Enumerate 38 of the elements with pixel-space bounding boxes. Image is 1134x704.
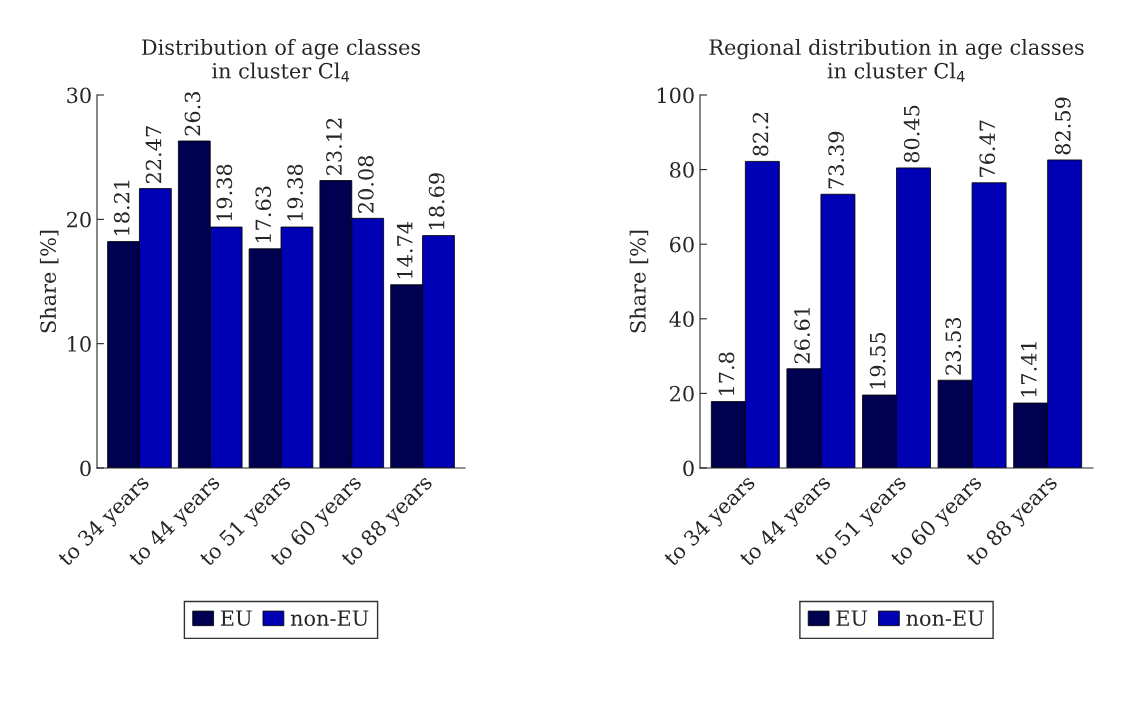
data-label: 80.45 — [903, 105, 920, 163]
data-label: 18.69 — [428, 173, 445, 229]
data-label: 14.74 — [396, 221, 413, 279]
legend-label: non-EU — [906, 610, 984, 626]
legend-label: EU — [836, 610, 868, 626]
data-label: 17.41 — [1020, 342, 1037, 397]
data-label: 17.63 — [255, 186, 272, 243]
y-tick-label: 80 — [670, 162, 694, 178]
chart-title: Distribution of age classes in cluster Cl$_{4}$ — [142, 38, 421, 82]
data-label: 23.53 — [945, 317, 962, 375]
data-label: 17.8 — [718, 352, 735, 395]
y-tick-label: 20 — [67, 211, 91, 228]
y-axis-title: Share [%] — [629, 230, 649, 333]
y-tick-label: 30 — [67, 87, 91, 104]
data-label: 20.08 — [357, 155, 374, 213]
data-label: 82.2 — [752, 112, 769, 156]
y-tick-label: 0 — [683, 460, 694, 477]
data-label: 18.21 — [113, 180, 130, 235]
y-tick-label: 20 — [670, 385, 694, 402]
data-label: 26.61 — [794, 307, 810, 364]
data-label: 26.3 — [184, 92, 201, 136]
legend-label: non-EU — [290, 610, 369, 626]
y-axis-title: Share [%] — [39, 230, 59, 333]
y-tick-label: 10 — [68, 336, 91, 352]
data-label: 73.39 — [828, 131, 844, 189]
data-label: 19.38 — [287, 164, 303, 221]
data-label: 76.47 — [979, 120, 996, 177]
data-label: 82.59 — [1054, 97, 1071, 155]
chart-title: Regional distribution in age classes in cluster Cl$_{4}$ — [709, 38, 1084, 82]
y-tick-label: 40 — [669, 311, 694, 328]
data-label: 19.38 — [216, 164, 233, 221]
legend-label: EU — [220, 610, 252, 626]
y-tick-label: 60 — [670, 236, 694, 253]
data-label: 23.12 — [326, 118, 342, 175]
data-label: 19.55 — [869, 332, 886, 389]
y-tick-label: 0 — [80, 460, 91, 477]
y-tick-label: 100 — [657, 87, 694, 104]
data-label: 22.47 — [145, 126, 162, 184]
